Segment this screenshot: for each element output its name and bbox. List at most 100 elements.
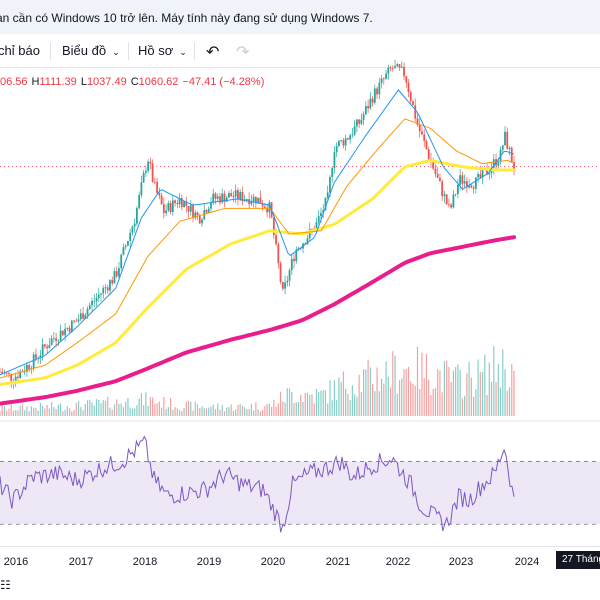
candle-body [252,196,255,202]
volume-bar [434,387,437,416]
volume-bar [331,400,333,416]
candle-body [48,344,51,349]
redo-icon[interactable]: ↷ [236,44,250,61]
candle-body [127,241,129,246]
volume-bar [86,400,89,416]
candle-body [407,82,410,93]
windows-version-banner: ạn cần có Windows 10 trở lên. Máy tính n… [0,0,600,34]
candle-body [320,212,322,217]
indicators-button[interactable]: chỉ báo [0,43,40,58]
candle-body [425,140,428,150]
volume-bar [91,402,93,416]
candle-body [192,205,194,219]
volume-bar [82,410,84,416]
candle-body [171,200,174,212]
volume-bar [302,401,304,416]
toolbar-divider [128,42,129,60]
candle-body [97,294,100,298]
candle-body [385,73,387,79]
candle-body [387,67,390,74]
volume-bar [253,410,255,416]
volume-bar [455,367,457,416]
volume-bar [75,403,77,416]
low-key: L [80,76,87,88]
candle-body [41,344,44,356]
cursor-date-badge: 27 Tháng [556,551,600,569]
volume-bar [17,410,19,416]
volume-bar [208,407,210,416]
volume-bar [268,403,270,416]
candle-body [1,371,4,374]
candle-body [288,270,291,281]
candle-body [353,126,356,135]
volume-bar [174,407,176,416]
volume-bar [226,407,228,416]
volume-bar [255,402,257,416]
volume-bar [12,410,15,416]
undo-icon[interactable]: ↶ [206,44,220,61]
chart-type-button[interactable]: Biểu đồ ⌄ [62,43,120,58]
volume-bar [259,411,261,416]
candle-body [57,340,60,342]
candle-body [331,167,334,178]
time-axis[interactable]: 2016 2017 2018 2019 2020 2021 2022 2023 … [0,546,600,572]
volume-bar [273,399,275,416]
volume-bar [291,391,293,416]
volume-bar [349,400,351,416]
candle-body [364,106,367,115]
volume-bar [392,351,394,416]
candle-body [147,161,150,171]
candle-body [129,232,132,242]
volume-bar [1,405,3,416]
volume-bar [46,404,48,416]
candle-body [221,193,224,203]
volume-bar [113,404,116,416]
price-candles [0,59,515,390]
candle-body [5,372,8,374]
candle-body [111,280,114,284]
volume-bar [19,405,21,416]
volume-bar [304,392,306,416]
volume-bar [396,393,398,416]
volume-bar [423,378,425,416]
candle-body [266,207,269,213]
volume-bar [457,364,459,416]
candle-body [513,161,515,170]
volume-bar [380,378,383,416]
candle-body [245,199,248,200]
volume-bar [163,396,165,416]
profile-button[interactable]: Hồ sơ ⌄ [138,43,187,58]
volume-bar [131,408,134,416]
volume-bar [246,409,248,416]
volume-bar [279,391,282,416]
candle-body [306,238,309,245]
rsi-band [0,461,600,525]
candle-body [162,204,165,214]
candle-body [52,338,55,340]
candle-body [153,181,156,183]
banner-text: ạn cần có Windows 10 trở lên. Máy tính n… [0,11,373,25]
volume-bar [488,362,490,416]
volume-bar [407,366,410,416]
candle-body [277,244,280,264]
candle-body [178,197,181,205]
volume-bar [419,389,421,416]
volume-bar [354,394,356,416]
candle-body [212,193,215,203]
volume-bar [327,403,329,416]
volume-bar [448,367,450,416]
date-range-icon[interactable]: ☷ [0,578,11,592]
volume-bar [104,400,107,416]
volume-bar [363,369,365,416]
candle-body [64,328,66,336]
candle-body [169,203,172,212]
volume-bar [93,405,95,416]
profile-label: Hồ sơ [138,43,174,58]
volume-bar [237,404,239,416]
volume-bar [461,398,463,416]
volume-bar [244,407,246,416]
candle-body [416,118,419,125]
volume-bar [80,407,82,416]
volume-bar [459,369,461,416]
